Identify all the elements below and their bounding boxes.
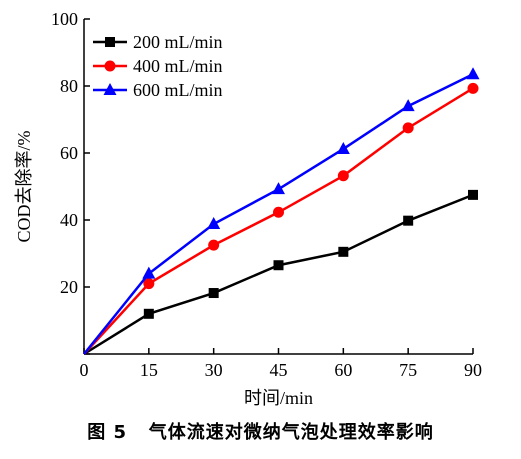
- legend-marker: [105, 37, 115, 47]
- series-2: [83, 82, 479, 355]
- legend-item: 400 mL/min: [93, 56, 223, 76]
- legend-item: 200 mL/min: [93, 32, 223, 52]
- legend-marker: [103, 83, 117, 95]
- x-tick-label: 30: [205, 360, 223, 380]
- y-axis-title: COD去除率/%: [14, 130, 34, 242]
- series-line: [83, 87, 474, 355]
- series-1: [83, 189, 478, 356]
- data-point: [208, 288, 219, 299]
- y-tick-label: 20: [60, 277, 78, 297]
- data-point: [466, 67, 480, 80]
- legend-marker: [104, 60, 116, 72]
- series: [83, 67, 480, 356]
- data-point: [143, 278, 155, 290]
- series-3: [83, 67, 480, 355]
- data-point: [403, 215, 414, 226]
- data-point: [467, 82, 479, 94]
- legend-label: 600 mL/min: [133, 80, 223, 100]
- x-tick-label: 60: [334, 360, 352, 380]
- legend: 200 mL/min 400 mL/min 600 mL/min: [93, 32, 223, 100]
- x-tick-label: 0: [80, 360, 89, 380]
- x-tick-label: 90: [464, 360, 482, 380]
- y-tick-label: 100: [51, 9, 78, 29]
- x-tick-label: 75: [399, 360, 417, 380]
- data-point: [273, 206, 284, 218]
- data-point: [272, 182, 285, 195]
- series-line: [83, 193, 474, 356]
- data-point: [468, 189, 478, 200]
- figure-caption: 图 5 气体流速对微纳气泡处理效率影响: [87, 422, 434, 443]
- x-axis-title: 时间/min: [244, 388, 313, 408]
- y-tick-label: 40: [60, 210, 78, 230]
- data-point: [273, 260, 284, 271]
- data-point: [142, 266, 156, 279]
- legend-label: 200 mL/min: [133, 32, 223, 52]
- x-tick-label: 15: [140, 360, 158, 380]
- x-tick-label: 45: [270, 360, 288, 380]
- ticks: 0 15 30 45 60 75 90 20 40 60 80 100: [51, 9, 482, 380]
- data-point: [402, 122, 414, 134]
- data-point: [337, 170, 349, 182]
- data-point: [208, 239, 220, 251]
- legend-item: 600 mL/min: [93, 80, 223, 100]
- data-point: [401, 99, 415, 112]
- line-chart: 0 15 30 45 60 75 90 20 40 60 80 100 200 mL/min 400 m…: [14, 9, 482, 408]
- y-tick-label: 60: [60, 143, 78, 163]
- data-point: [338, 246, 349, 257]
- y-tick-label: 80: [60, 76, 78, 96]
- legend-label: 400 mL/min: [133, 56, 223, 76]
- data-point: [207, 217, 221, 230]
- data-point: [143, 308, 154, 319]
- data-point: [336, 141, 350, 154]
